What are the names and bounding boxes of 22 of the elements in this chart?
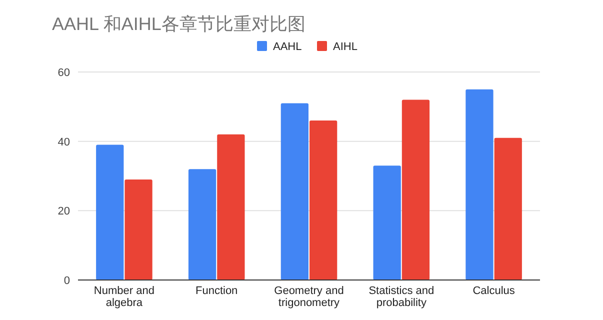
x-tick-label: Geometry and trigonometry — [274, 285, 344, 309]
title: AAHL 和AIHL各章节比重对比图 — [52, 14, 306, 34]
legend-label: AIHL — [333, 41, 358, 53]
y-tick-label: 0 — [64, 275, 70, 287]
bar — [310, 120, 338, 280]
y-tick-label: 20 — [58, 206, 70, 218]
bar — [466, 89, 494, 280]
bar — [402, 100, 430, 280]
y-tick-label: 60 — [58, 67, 70, 79]
x-tick-label: Number and algebra — [94, 285, 154, 309]
bar — [373, 166, 401, 280]
bar — [494, 138, 522, 280]
x-tick-label: Statistics and probability — [368, 285, 434, 309]
bar — [188, 169, 216, 280]
bar — [217, 134, 245, 280]
bar — [124, 179, 152, 280]
x-tick-label: Calculus — [472, 285, 516, 297]
x-tick-label: Function — [196, 285, 238, 297]
y-tick-label: 40 — [58, 136, 70, 148]
bar — [280, 103, 308, 280]
legend-label: AAHL — [273, 41, 302, 53]
bar — [96, 144, 124, 280]
